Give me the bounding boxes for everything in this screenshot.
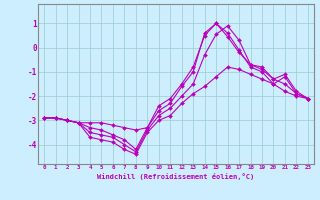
X-axis label: Windchill (Refroidissement éolien,°C): Windchill (Refroidissement éolien,°C) [97,173,255,180]
